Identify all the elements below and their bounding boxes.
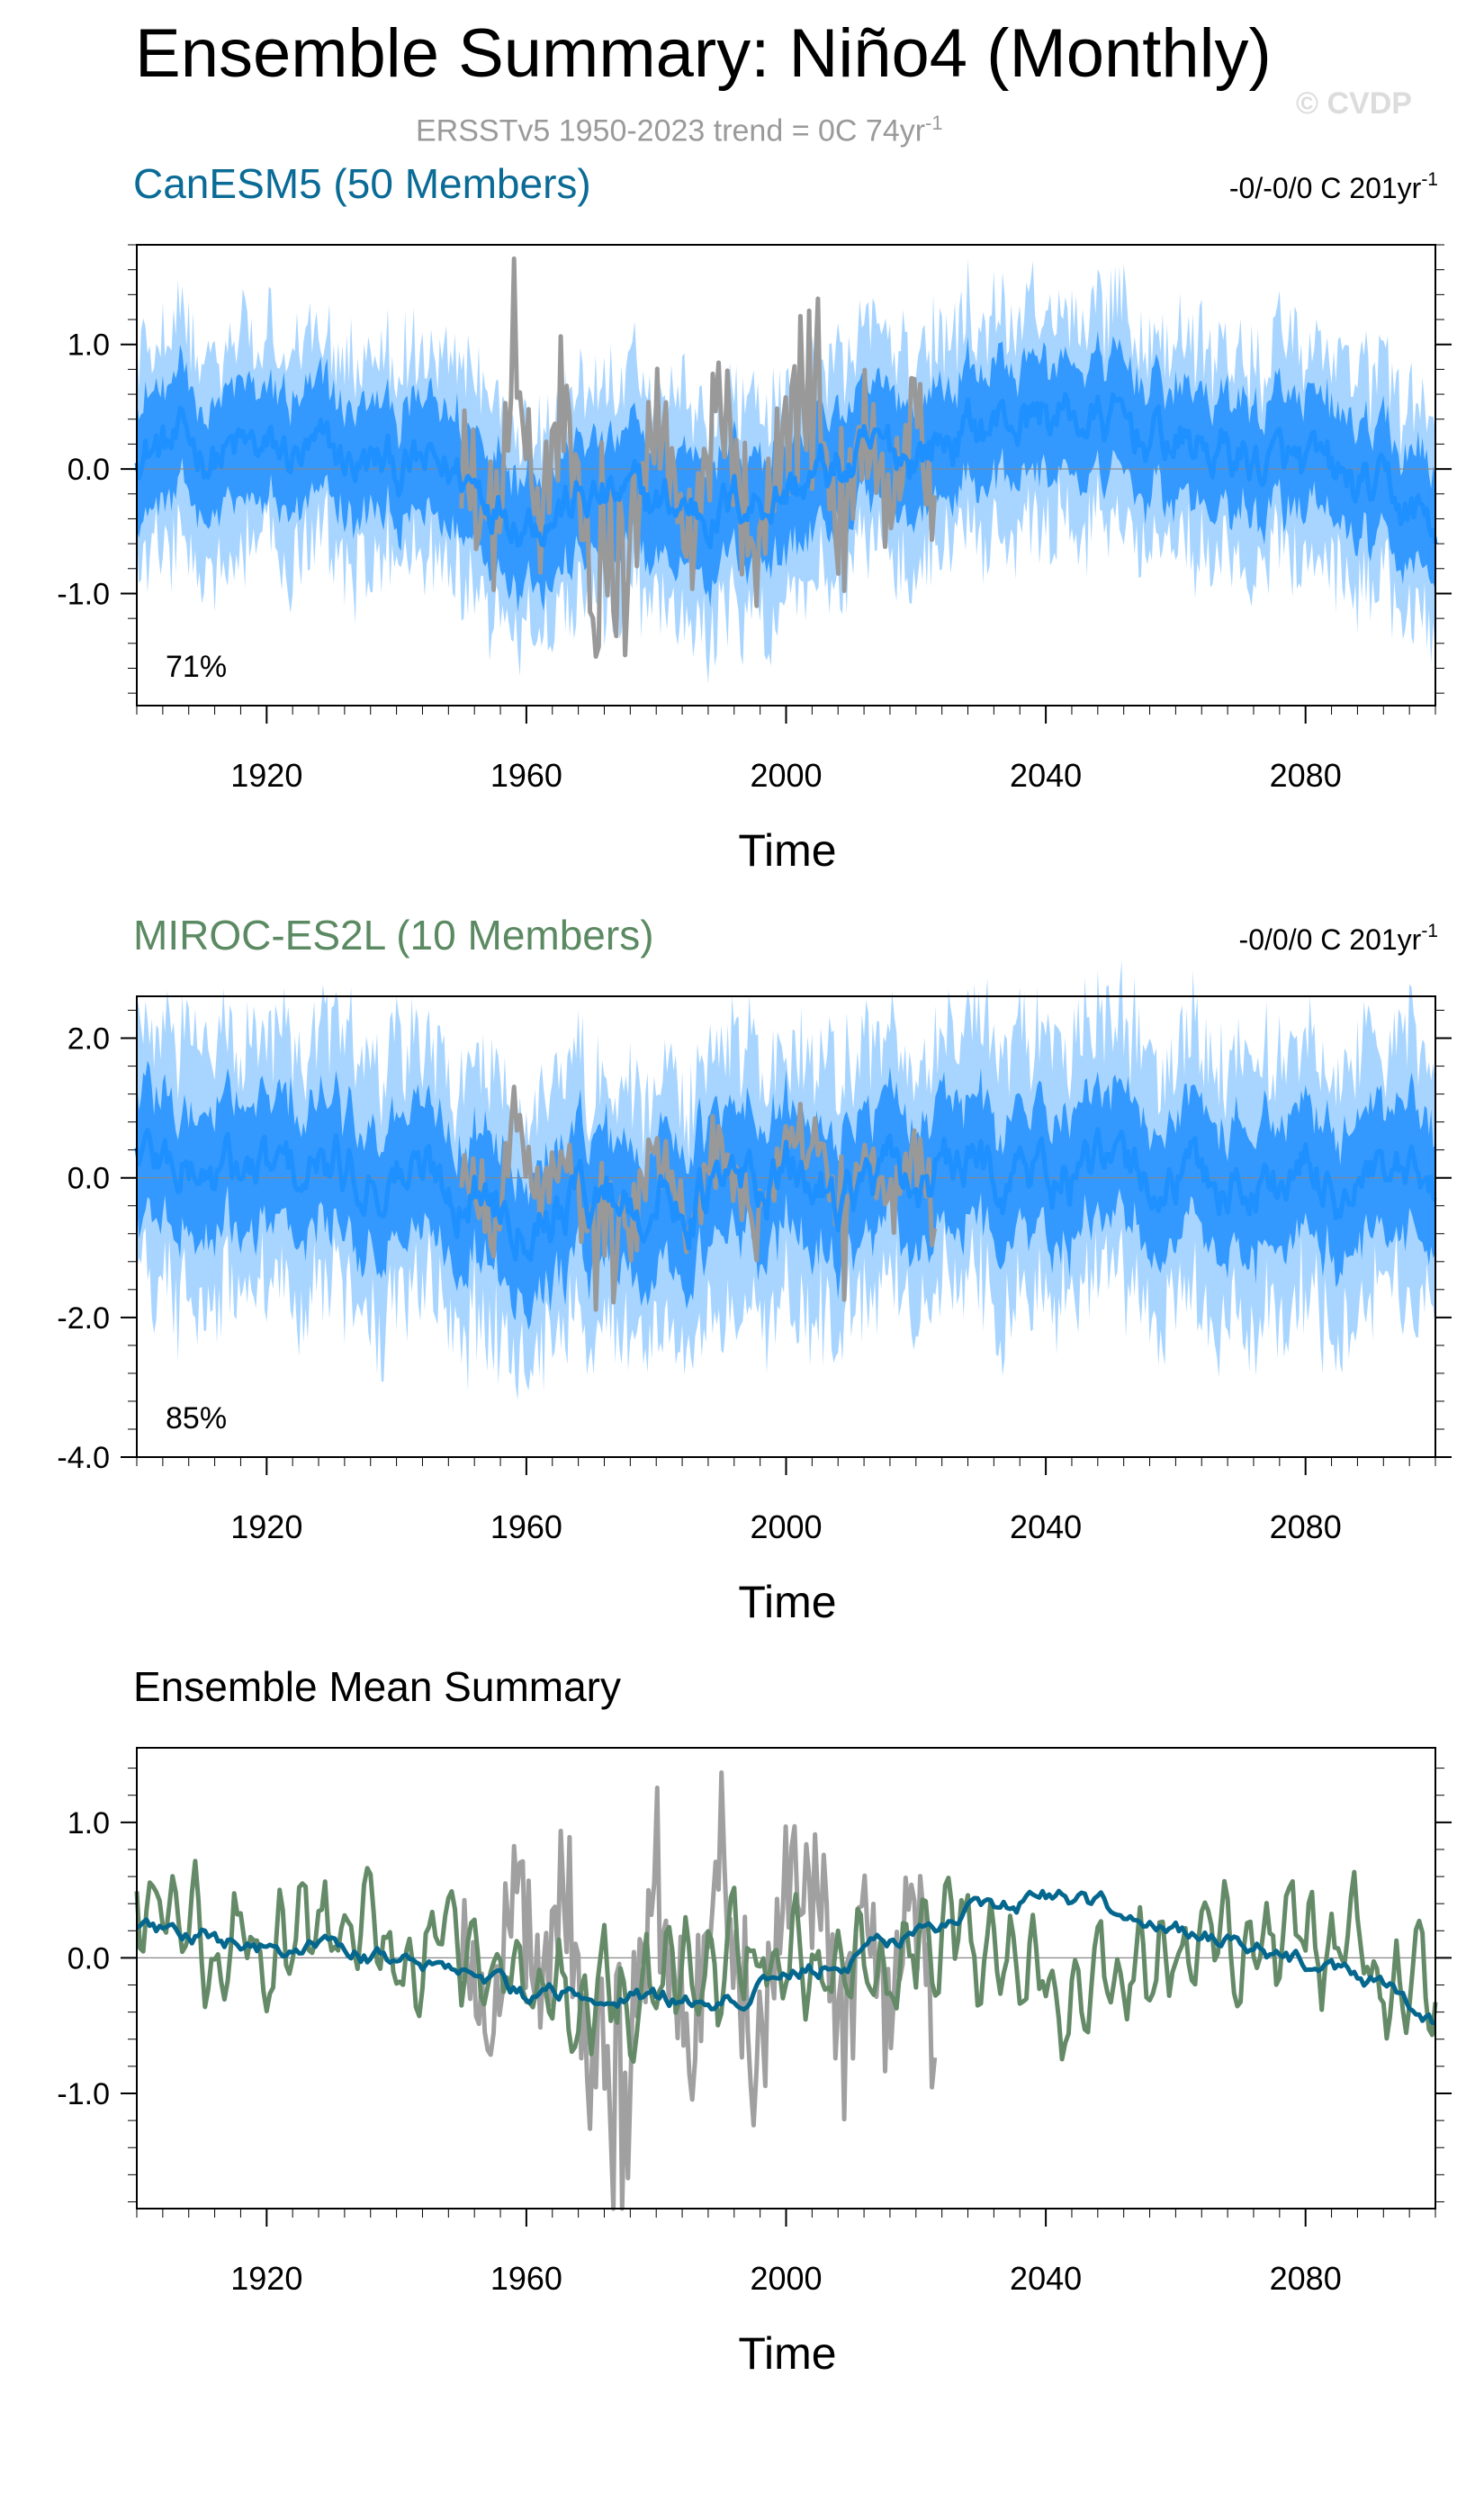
miroc-ensemble-mean-line: [134, 1127, 1437, 1263]
miroc-x-axis-label: Time: [738, 1577, 836, 1627]
miroc-y-tick-label: 2.0: [67, 1022, 110, 1057]
mean-summary-miroc-mean-line: [134, 1858, 1438, 2065]
mean-summary-x-tick-label: 2040: [1010, 2260, 1082, 2297]
mean-summary-y-tick-label: 0.0: [67, 1941, 110, 1976]
miroc-panel-title: MIROC-ES2L (10 Members): [133, 912, 654, 958]
miroc-panel: MIROC-ES2L (10 Members) -0/0/0 C 201yr-1…: [57, 912, 1452, 1627]
mean-summary-panel: Ensemble Mean Summary 1.0 0.0 -1.0 1920 1960…: [57, 1663, 1452, 2379]
canesm5-trend-text: -0/-0/0 C 201yr: [1229, 172, 1422, 204]
canesm5-x-tick-label: 1960: [490, 757, 562, 794]
canesm5-panel-title: CanESM5 (50 Members): [133, 160, 591, 207]
watermark: © CVDP: [1296, 86, 1412, 121]
mean-summary-plot: 1.0 0.0 -1.0 1920 1960 2000 2040 2080: [57, 1747, 1452, 2297]
miroc-trend-label: -0/0/0 C 201yr-1: [1239, 921, 1438, 956]
mean-summary-x-tick-label: 2000: [750, 2260, 822, 2297]
miroc-percent-label: 85%: [166, 1401, 227, 1436]
miroc-y-tick-label: -2.0: [57, 1301, 110, 1336]
canesm5-trend-label: -0/-0/0 C 201yr-1: [1229, 169, 1438, 204]
miroc-y-tick-label: -4.0: [57, 1441, 110, 1475]
canesm5-y-tick-label: 1.0: [67, 328, 110, 363]
canesm5-x-axis-label: Time: [738, 825, 836, 876]
canesm5-x-tick-label: 2040: [1010, 757, 1082, 794]
miroc-plot: 85% 2.0 0.0 -2.0 -4.0 1920 1960 2000 2040 2080: [57, 959, 1452, 1545]
main-title: Ensemble Summary: Niño4 (Monthly): [135, 15, 1272, 92]
canesm5-y-tick-label: 0.0: [67, 453, 110, 487]
canesm5-x-tick-label: 2000: [750, 757, 822, 794]
subtitle: ERSSTv5 1950-2023 trend = 0C 74yr-1: [416, 112, 943, 148]
canesm5-x-tick-label: 1920: [230, 757, 302, 794]
mean-summary-x-tick-label: 2080: [1270, 2260, 1342, 2297]
mean-summary-y-tick-label: -1.0: [57, 2077, 110, 2111]
miroc-x-tick-label: 1960: [490, 1508, 562, 1545]
canesm5-y-tick-label: -1.0: [57, 577, 110, 611]
miroc-x-tick-label: 2080: [1270, 1508, 1342, 1545]
miroc-trend-text: -0/0/0 C 201yr: [1239, 923, 1422, 956]
miroc-plot-content: [134, 959, 1437, 1400]
miroc-inner-spread-band: [137, 1060, 1435, 1330]
mean-summary-observations-line: [459, 1770, 938, 2211]
canesm5-ensemble-mean-line: [134, 392, 1438, 550]
subtitle-text: ERSSTv5 1950-2023 trend = 0C 74yr: [416, 113, 926, 148]
miroc-y-tick-label: 0.0: [67, 1162, 110, 1196]
canesm5-x-tick-label: 2080: [1270, 757, 1342, 794]
mean-summary-x-axis-label: Time: [738, 2328, 836, 2379]
miroc-x-tick-label: 1920: [230, 1508, 302, 1545]
miroc-x-tick-label: 2000: [750, 1508, 822, 1545]
canesm5-panel: CanESM5 (50 Members) -0/-0/0 C 201yr-1 7…: [57, 160, 1452, 876]
mean-summary-panel-title: Ensemble Mean Summary: [133, 1663, 621, 1710]
canesm5-plot-content: [134, 256, 1438, 684]
mean-summary-plot-content: [134, 1770, 1438, 2211]
mean-summary-y-tick-label: 1.0: [67, 1806, 110, 1840]
subtitle-superscript: -1: [925, 112, 943, 134]
canesm5-trend-superscript: -1: [1421, 169, 1438, 190]
mean-summary-x-tick-label: 1920: [230, 2260, 302, 2297]
miroc-x-tick-label: 2040: [1010, 1508, 1082, 1545]
miroc-trend-superscript: -1: [1421, 921, 1438, 941]
mean-summary-x-tick-label: 1960: [490, 2260, 562, 2297]
mean-summary-canesm5-mean-line: [135, 1888, 1436, 2026]
canesm5-plot: 71% 1.0 0.0 -1.0 1920 1960 2000 2040 2080: [57, 244, 1452, 794]
canesm5-percent-label: 71%: [166, 650, 227, 684]
